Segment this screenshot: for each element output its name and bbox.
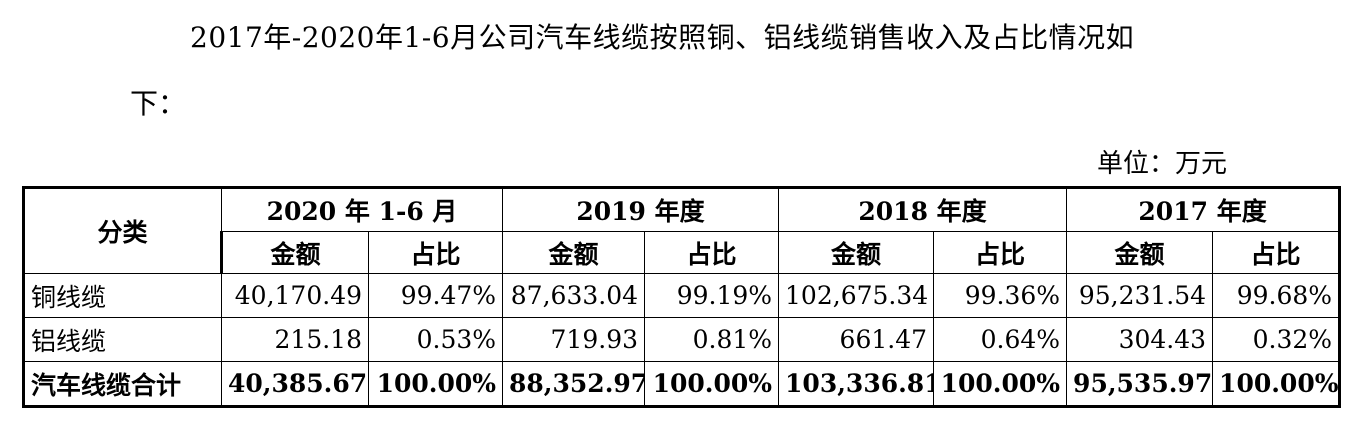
ratio-header: 占比	[644, 231, 780, 274]
row-label: 铝线缆	[22, 317, 222, 362]
table-row-total: 汽车线缆合计 40,385.67 100.00% 88,352.97 100.0…	[22, 361, 1342, 408]
unit-label: 单位：万元	[1097, 149, 1228, 179]
period-header-2019: 2019 年度	[502, 186, 780, 232]
period-header-2018: 2018 年度	[778, 186, 1068, 232]
ratio-cell: 100.00%	[1212, 361, 1342, 408]
amount-cell: 40,170.49	[221, 273, 369, 318]
ratio-cell: 99.47%	[367, 273, 504, 318]
amount-cell: 215.18	[221, 317, 369, 362]
amount-header: 金额	[778, 231, 935, 274]
table-row-aluminum: 铝线缆 215.18 0.53% 719.93 0.81% 661.47 0.6…	[22, 317, 1342, 362]
ratio-header: 占比	[933, 231, 1068, 274]
row-label: 汽车线缆合计	[22, 361, 222, 408]
paragraph-line-1: 2017年-2020年1-6月公司汽车线缆按照铜、铝线缆销售收入及占比情况如	[190, 21, 1135, 54]
revenue-table: 分类 2020 年 1-6 月 2019 年度 2018 年度 2017 年度 …	[22, 186, 1342, 408]
header-row-periods: 分类 2020 年 1-6 月 2019 年度 2018 年度 2017 年度	[22, 186, 1342, 274]
amount-cell: 661.47	[778, 317, 935, 362]
amount-header: 金额	[1066, 231, 1214, 274]
ratio-header: 占比	[1212, 231, 1342, 274]
amount-cell: 719.93	[502, 317, 646, 362]
amount-cell: 87,633.04	[502, 273, 646, 318]
ratio-cell: 99.68%	[1212, 273, 1342, 318]
row-label: 铜线缆	[22, 273, 222, 318]
amount-cell: 102,675.34	[778, 273, 935, 318]
amount-cell: 40,385.67	[221, 361, 369, 408]
ratio-header: 占比	[367, 231, 504, 274]
category-header: 分类	[22, 186, 222, 274]
header-row-subheaders: 金额 占比 金额 占比 金额 占比 金额 占比	[24, 231, 1342, 274]
ratio-cell: 99.36%	[933, 273, 1068, 318]
ratio-cell: 99.19%	[644, 273, 780, 318]
ratio-cell: 0.53%	[367, 317, 504, 362]
amount-header: 金额	[220, 231, 369, 274]
table-row-copper: 铜线缆 40,170.49 99.47% 87,633.04 99.19% 10…	[22, 273, 1342, 318]
ratio-cell: 0.32%	[1212, 317, 1342, 362]
ratio-cell: 100.00%	[644, 361, 780, 408]
amount-cell: 88,352.97	[502, 361, 646, 408]
period-header-2020h1: 2020 年 1-6 月	[220, 186, 504, 232]
amount-cell: 304.43	[1066, 317, 1214, 362]
amount-cell: 95,535.97	[1066, 361, 1214, 408]
ratio-cell: 100.00%	[933, 361, 1068, 408]
ratio-cell: 0.64%	[933, 317, 1068, 362]
amount-header: 金额	[502, 231, 646, 274]
ratio-cell: 100.00%	[367, 361, 504, 408]
paragraph-line-2: 下：	[130, 87, 187, 120]
amount-cell: 95,231.54	[1066, 273, 1214, 318]
period-header-2017: 2017 年度	[1066, 186, 1342, 232]
ratio-cell: 0.81%	[644, 317, 780, 362]
amount-cell: 103,336.81	[778, 361, 935, 408]
